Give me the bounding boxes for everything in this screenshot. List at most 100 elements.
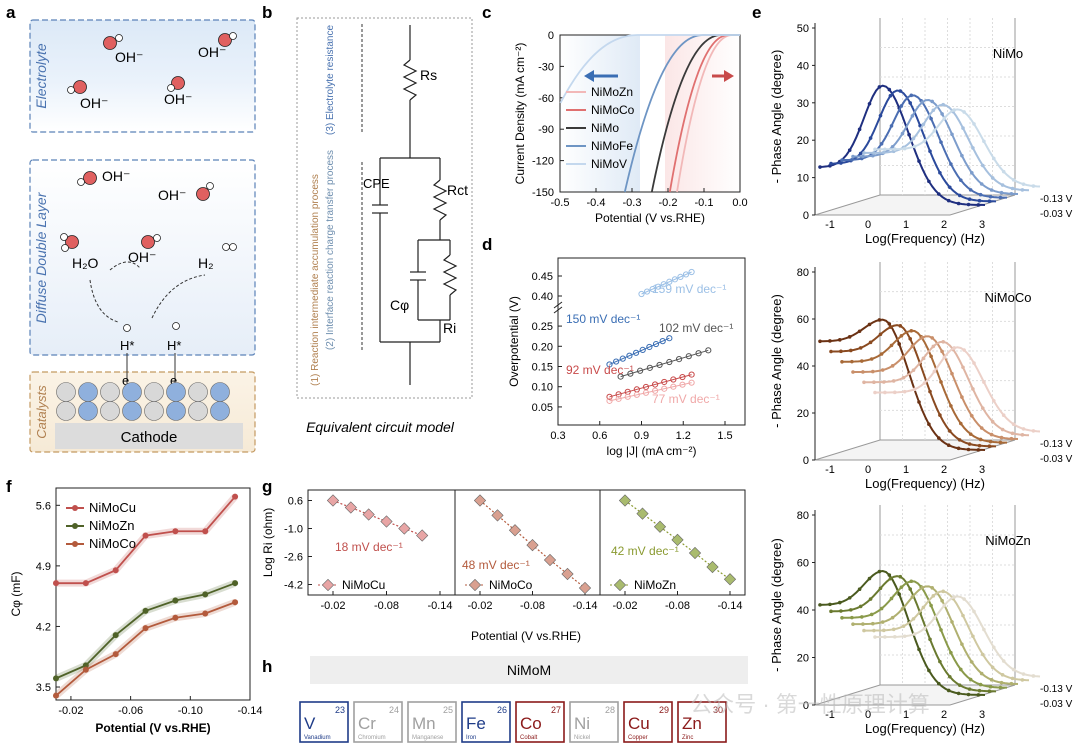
- bode-point: [998, 685, 1003, 690]
- tafel-point: [642, 389, 650, 396]
- y-tick-label: -90: [538, 124, 554, 136]
- bode-point: [839, 161, 843, 165]
- tafel-point: [626, 352, 633, 359]
- watermark-text: 公众号 · 第一性原理计算: [690, 692, 930, 717]
- bode-point: [901, 624, 906, 628]
- z-tick-label: 40: [797, 361, 809, 373]
- bode-point: [979, 671, 984, 676]
- bode-point: [891, 627, 896, 632]
- bode-point: [911, 368, 916, 372]
- potential-label: -0.13 V: [1040, 439, 1073, 450]
- bode-point: [940, 112, 944, 116]
- series-line: [332, 499, 423, 537]
- tafel-point: [642, 383, 650, 391]
- bode-point: [990, 665, 995, 670]
- bode-point: [850, 615, 854, 620]
- x-tick-label: 0: [865, 709, 871, 721]
- catalyst-atom: [210, 401, 230, 421]
- bode-point: [977, 443, 982, 448]
- bode-point: [818, 339, 822, 344]
- diamond-point: [380, 515, 393, 528]
- y-axis-label: Overpotential (V): [507, 296, 521, 387]
- panel-b-circuit: (3) Electrolyte resistance (2) Interface…: [296, 17, 473, 435]
- diamond-point: [578, 581, 592, 595]
- diamond-point: [618, 494, 632, 507]
- bode-point: [962, 597, 966, 601]
- bode-point: [948, 185, 952, 190]
- tafel-point: [660, 281, 667, 288]
- element-symbol: Mn: [412, 714, 436, 733]
- bode-point: [898, 89, 903, 93]
- bode-point: [939, 140, 943, 144]
- series-point: [82, 580, 89, 587]
- bode-point: [966, 202, 971, 207]
- element-tile-fe: 26 Fe Iron: [461, 701, 511, 743]
- x-tick-label: 0: [865, 464, 871, 476]
- z-axis-label: - Phase Angle (degree): [769, 50, 784, 184]
- bode-point: [992, 156, 996, 161]
- element-frame: [677, 701, 727, 743]
- y-tick-label: 0.6: [288, 496, 303, 508]
- bode-point: [959, 421, 963, 426]
- catalyst-atom: [144, 382, 164, 402]
- bode-point: [883, 635, 887, 639]
- tafel-point: [637, 367, 644, 374]
- bode-point: [952, 108, 956, 112]
- bode-point: [871, 621, 875, 626]
- bode-point: [942, 603, 947, 608]
- tafel-point: [688, 268, 695, 276]
- bode-point: [899, 104, 904, 108]
- bode-point: [940, 598, 944, 603]
- bode-point: [1021, 182, 1026, 186]
- element-frame: [623, 701, 673, 743]
- bode-point: [873, 147, 877, 152]
- bode-point: [868, 340, 873, 345]
- legend-marker: [321, 578, 335, 592]
- bode-point: [877, 85, 882, 89]
- bode-point: [880, 368, 885, 372]
- series-point: [112, 567, 119, 574]
- electron-label: e: [122, 373, 129, 388]
- bode-point: [868, 597, 873, 601]
- oh-molecule: [141, 234, 161, 249]
- bode-point: [911, 136, 916, 141]
- bode-point: [978, 192, 983, 197]
- bode-point: [828, 602, 832, 607]
- x-tick-label: 1: [903, 464, 909, 476]
- x-tick-label: 3: [979, 464, 985, 476]
- tafel-point: [619, 355, 626, 362]
- bode-point: [829, 161, 833, 166]
- bode-point: [861, 622, 865, 626]
- y-tick-label: 0.45: [532, 271, 553, 283]
- z-axis-label: - Phase Angle (degree): [769, 538, 784, 672]
- x-tick-label: 3: [979, 219, 985, 231]
- header-bar: [310, 656, 748, 684]
- element-name: Iron: [466, 735, 476, 741]
- bode-point: [878, 332, 883, 337]
- tafel-point: [671, 276, 679, 283]
- bode-point: [962, 348, 966, 352]
- z-tick-label: 0: [803, 700, 809, 712]
- zone-label-double-layer: Diffuse Double Layer: [33, 191, 49, 323]
- bode-point: [966, 447, 971, 452]
- x-tick-label: -0.08: [520, 600, 545, 612]
- y-tick-label: 4.9: [36, 561, 51, 573]
- z-tick-label: 0: [803, 210, 809, 222]
- bode-point: [867, 101, 872, 106]
- catalyst-atom: [144, 401, 164, 421]
- component-ri: Ri: [443, 320, 456, 336]
- diamond-point: [688, 546, 702, 560]
- bode-point: [1031, 674, 1036, 678]
- element-name: Cobalt: [520, 735, 538, 741]
- element-tile-cu: 29 Cu Copper: [623, 701, 673, 743]
- element-number: 24: [389, 705, 399, 715]
- bode-point: [978, 437, 983, 442]
- floor-plane: [814, 439, 1016, 461]
- tafel-point: [649, 286, 656, 293]
- x-tick-label: 2: [941, 709, 947, 721]
- bode-point: [948, 674, 952, 679]
- bode-point: [887, 322, 892, 326]
- bode-point: [992, 645, 996, 650]
- series-line-nimoco: [55, 601, 236, 697]
